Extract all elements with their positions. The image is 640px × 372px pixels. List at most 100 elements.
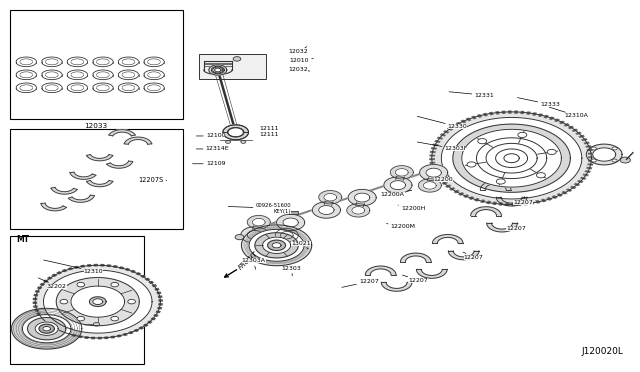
Polygon shape [347, 203, 370, 217]
Text: 12033: 12033 [84, 123, 107, 129]
Wedge shape [156, 310, 161, 313]
Wedge shape [51, 273, 57, 277]
Circle shape [467, 162, 476, 167]
Circle shape [591, 159, 596, 162]
Text: 12303: 12303 [282, 266, 301, 276]
Wedge shape [71, 334, 77, 337]
Wedge shape [465, 118, 472, 121]
Wedge shape [440, 133, 446, 137]
Polygon shape [319, 190, 342, 204]
Wedge shape [104, 336, 109, 339]
Polygon shape [365, 266, 396, 275]
Wedge shape [153, 314, 159, 317]
Wedge shape [547, 197, 552, 201]
Wedge shape [33, 302, 37, 304]
Wedge shape [460, 119, 467, 124]
Bar [198, 54, 266, 78]
Wedge shape [429, 151, 436, 153]
Wedge shape [515, 110, 518, 114]
Polygon shape [262, 237, 291, 253]
Wedge shape [42, 319, 47, 323]
Wedge shape [432, 144, 438, 146]
Wedge shape [84, 336, 89, 339]
Wedge shape [136, 272, 141, 275]
Text: 12303A: 12303A [242, 259, 266, 269]
Polygon shape [276, 214, 305, 231]
Polygon shape [241, 225, 312, 266]
Wedge shape [433, 172, 440, 175]
Wedge shape [563, 123, 570, 127]
Wedge shape [68, 267, 73, 270]
Circle shape [478, 139, 486, 144]
Wedge shape [580, 177, 586, 180]
Bar [289, 211, 298, 214]
Wedge shape [145, 278, 150, 281]
Wedge shape [582, 173, 589, 176]
Polygon shape [476, 138, 547, 179]
Wedge shape [40, 283, 45, 286]
Polygon shape [268, 240, 285, 250]
Wedge shape [35, 290, 40, 293]
Polygon shape [39, 324, 54, 333]
Wedge shape [588, 160, 594, 162]
Polygon shape [486, 223, 517, 232]
Wedge shape [158, 303, 163, 305]
Text: 13021: 13021 [291, 241, 311, 249]
Wedge shape [74, 266, 79, 269]
Wedge shape [131, 270, 136, 273]
Circle shape [233, 57, 241, 61]
Wedge shape [520, 111, 524, 114]
Wedge shape [125, 268, 131, 271]
Polygon shape [35, 265, 161, 338]
Wedge shape [33, 298, 37, 300]
Wedge shape [451, 124, 458, 128]
Polygon shape [22, 315, 71, 343]
Wedge shape [442, 182, 448, 185]
Text: FRONT: FRONT [237, 251, 259, 271]
Wedge shape [511, 203, 515, 206]
Wedge shape [98, 337, 102, 339]
Circle shape [620, 157, 630, 163]
Polygon shape [280, 231, 293, 239]
Circle shape [225, 140, 230, 143]
Polygon shape [56, 278, 140, 326]
Wedge shape [575, 131, 582, 135]
Polygon shape [419, 179, 442, 192]
Wedge shape [157, 295, 163, 298]
Text: 12100: 12100 [196, 134, 225, 138]
Wedge shape [143, 324, 149, 327]
Text: 12207: 12207 [403, 275, 428, 283]
Polygon shape [449, 251, 479, 260]
Wedge shape [61, 269, 67, 272]
Wedge shape [584, 170, 591, 173]
Circle shape [77, 317, 84, 321]
Polygon shape [390, 181, 406, 190]
Wedge shape [100, 264, 104, 267]
Circle shape [518, 132, 527, 138]
Wedge shape [579, 135, 585, 138]
Wedge shape [535, 200, 540, 204]
Polygon shape [480, 181, 511, 190]
Text: 12310: 12310 [44, 260, 103, 274]
Wedge shape [140, 275, 146, 278]
Polygon shape [109, 130, 135, 136]
Wedge shape [588, 163, 593, 166]
Circle shape [547, 150, 556, 154]
Wedge shape [436, 137, 444, 140]
Wedge shape [152, 284, 157, 287]
Wedge shape [588, 156, 594, 158]
Wedge shape [107, 264, 111, 267]
Text: 12310A: 12310A [549, 107, 588, 118]
Wedge shape [435, 175, 442, 179]
Polygon shape [424, 182, 436, 189]
Polygon shape [384, 177, 412, 193]
Wedge shape [434, 140, 441, 143]
Wedge shape [34, 309, 39, 312]
Wedge shape [154, 288, 160, 291]
Polygon shape [496, 197, 527, 206]
Polygon shape [432, 112, 591, 205]
Polygon shape [241, 227, 269, 243]
Polygon shape [212, 67, 223, 73]
Wedge shape [573, 183, 580, 186]
Circle shape [235, 235, 244, 240]
